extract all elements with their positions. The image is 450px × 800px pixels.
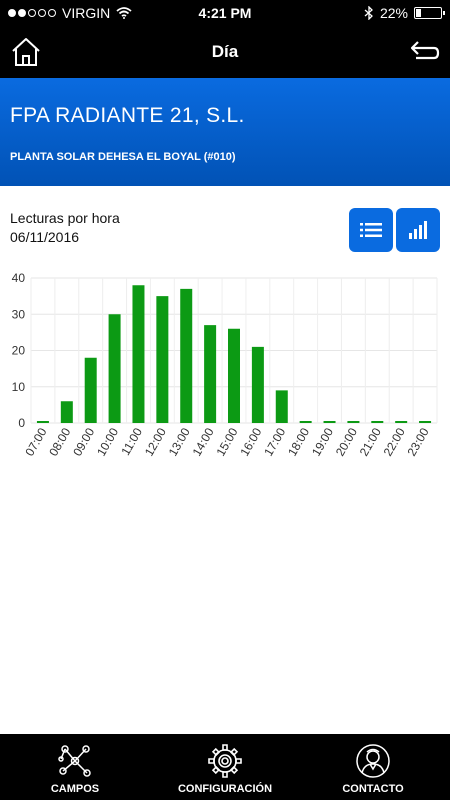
signal-icon — [8, 9, 56, 17]
company-banner: FPA RADIANTE 21, S.L. PLANTA SOLAR DEHES… — [0, 78, 450, 186]
company-name: FPA RADIANTE 21, S.L. — [10, 104, 245, 127]
x-tick-label: 09:00 — [70, 425, 97, 458]
plant-name: PLANTA SOLAR DEHESA EL BOYAL (#010) — [10, 151, 236, 163]
list-icon — [360, 223, 382, 237]
list-view-button[interactable] — [349, 208, 393, 252]
tab-contacto[interactable]: CONTACTO — [323, 734, 423, 800]
bar-22:00 — [395, 421, 408, 423]
x-tick-label: 11:00 — [118, 425, 145, 458]
network-icon — [58, 745, 91, 777]
bar-chart-icon — [409, 221, 427, 239]
carrier-label: VIRGIN — [62, 5, 111, 21]
battery-icon — [414, 7, 445, 19]
y-tick-label: 30 — [12, 307, 26, 321]
page-title: Día — [211, 42, 239, 61]
bar-09:00 — [84, 357, 97, 423]
x-tick-label: 13:00 — [166, 425, 193, 458]
home-icon[interactable] — [10, 36, 42, 68]
y-tick-label: 40 — [12, 271, 26, 285]
tab-configuracion[interactable]: CONFIGURACIÓN — [160, 734, 290, 800]
bar-14:00 — [204, 325, 217, 423]
x-tick-label: 08:00 — [46, 425, 73, 458]
nav-bar: Día — [0, 26, 450, 78]
status-left: VIRGIN — [8, 5, 132, 21]
bar-15:00 — [228, 328, 240, 423]
bluetooth-icon — [364, 6, 373, 20]
readings-title: Lecturas por hora — [10, 210, 120, 226]
tab-configuracion-label: CONFIGURACIÓN — [177, 783, 273, 795]
x-tick-label: 07:00 — [22, 425, 49, 458]
battery-fill — [416, 9, 422, 17]
bar-12:00 — [156, 296, 169, 423]
tab-bar: CAMPOS CONFIGURACIÓN CON — [0, 734, 450, 800]
readings-date: 06/11/2016 — [10, 229, 80, 245]
bar-21:00 — [371, 421, 384, 423]
tab-campos-label: CAMPOS — [50, 783, 100, 795]
battery-percent: 22% — [379, 5, 408, 21]
y-tick-label: 0 — [18, 416, 25, 430]
tab-campos[interactable]: CAMPOS — [25, 734, 125, 800]
bar-13:00 — [180, 288, 193, 423]
chart-view-button[interactable] — [396, 208, 440, 252]
bar-18:00 — [299, 421, 312, 423]
wifi-icon — [116, 7, 132, 19]
bar-17:00 — [275, 390, 288, 423]
x-tick-label: 19:00 — [309, 425, 336, 458]
tab-contacto-label: CONTACTO — [342, 783, 404, 795]
gear-icon — [208, 744, 242, 778]
bar-11:00 — [132, 285, 145, 423]
bar-10:00 — [108, 314, 121, 423]
x-tick-label: 12:00 — [142, 425, 169, 458]
bar-23:00 — [419, 421, 432, 423]
hourly-readings-chart: 01020304007:0008:0009:0010:0011:0012:001… — [12, 271, 438, 459]
bar-08:00 — [60, 401, 73, 423]
x-tick-label: 18:00 — [285, 425, 312, 458]
x-tick-label: 16:00 — [237, 425, 264, 458]
status-time: 4:21 PM — [198, 5, 252, 21]
x-tick-label: 17:00 — [261, 425, 288, 458]
bar-07:00 — [36, 421, 49, 423]
x-tick-label: 15:00 — [213, 425, 240, 458]
bar-16:00 — [251, 346, 264, 423]
back-icon[interactable] — [408, 38, 440, 66]
x-tick-label: 14:00 — [190, 425, 217, 458]
x-tick-label: 20:00 — [333, 425, 360, 458]
y-tick-label: 20 — [12, 344, 26, 358]
y-tick-label: 10 — [12, 380, 26, 394]
contact-person-icon — [356, 744, 390, 778]
status-bar: VIRGIN 4:21 PM 22% — [0, 0, 450, 26]
x-tick-label: 10:00 — [94, 425, 121, 458]
bar-19:00 — [323, 421, 336, 423]
x-tick-label: 22:00 — [381, 425, 408, 458]
status-right: 22% — [364, 5, 445, 21]
x-tick-label: 21:00 — [357, 425, 384, 458]
bar-20:00 — [347, 421, 360, 423]
x-tick-label: 23:00 — [405, 425, 432, 458]
